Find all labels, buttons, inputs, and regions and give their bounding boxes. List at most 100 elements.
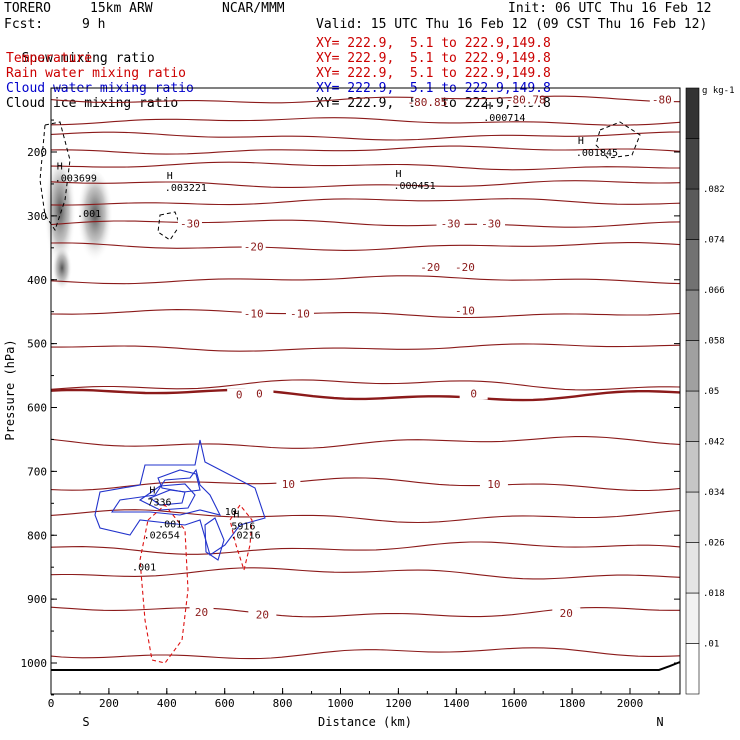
isotherm-extra-bg-12: [511, 93, 540, 106]
high-value-4: .001845: [576, 148, 618, 159]
isotherm-label-0: -80: [652, 94, 672, 107]
isotherm-extra-label-11: -80.85: [407, 96, 447, 109]
x-axis-title: Distance (km): [318, 715, 412, 729]
isotherm-extra-bg-5: [450, 304, 479, 317]
x-tick-label-1400: 1400: [443, 697, 470, 710]
high-value-3: .000714: [483, 113, 525, 124]
y-tick-label-200: 200: [27, 146, 47, 159]
isotherm-extra-bg-0: [436, 217, 465, 230]
high-value-1: .003221: [165, 183, 207, 194]
high-marker-1: H: [167, 171, 173, 182]
cloud-water-contour-4: [157, 469, 201, 493]
high-marker-3: H: [485, 101, 491, 112]
x-tick-label-2000: 2000: [617, 697, 644, 710]
y-tick-label-700: 700: [27, 465, 47, 478]
x-tick-label-800: 800: [273, 697, 293, 710]
colorbar-label-3: .034: [703, 488, 725, 498]
cloud-water-contour-3: [148, 489, 186, 506]
high-value-5: 7336: [147, 497, 171, 508]
colorbar-swatch-4: [685, 441, 700, 493]
isotherm-extra-label-0: -30: [441, 218, 461, 231]
isotherm-line-13: [50, 388, 681, 402]
colorbar-swatch-11: [685, 87, 700, 139]
contour-value-0: .001: [77, 209, 101, 220]
high-marker-6: H: [233, 510, 239, 521]
y-tick-label-400: 400: [27, 274, 47, 287]
colorbar-label-5: .05: [703, 387, 719, 397]
init-time: Init: 06 UTC Thu 16 Feb 12: [508, 1, 712, 16]
y-axis-title: Pressure (hPa): [3, 339, 17, 440]
rain-contour-1: [229, 504, 253, 573]
forecast-hour: 9 h: [82, 17, 106, 32]
isotherm-line-11: [51, 343, 681, 352]
isotherm-extra-label-12: -80.78: [506, 94, 546, 107]
isotherm-label-bg-15: [276, 478, 301, 491]
legend-rain: Rain water mixing ratio: [6, 66, 187, 81]
isotherm-label-bg-7: [177, 217, 202, 230]
isotherm-line-7: [50, 219, 681, 228]
isotherm-extra-bg-10: [552, 607, 581, 620]
organization: NCAR/MMM: [222, 1, 285, 16]
legend-xy-rain: XY= 222.9, 5.1 to 222.9,149.8: [316, 66, 551, 81]
colorbar-swatch-8: [685, 239, 700, 291]
isotherm-label-bg-8: [241, 240, 266, 253]
colorbar-label-0: .01: [703, 640, 719, 650]
colorbar-label-7: .066: [703, 286, 725, 296]
isotherm-extra-label-9: 20: [256, 608, 269, 621]
isotherm-line-5: [50, 180, 681, 188]
colorbar-label-1: .018: [703, 589, 725, 599]
colorbar-unit: g kg-1: [702, 86, 735, 96]
hydrometeor-contours: [39, 121, 641, 664]
x-tick-label-0: 0: [48, 697, 55, 710]
ice-contour-1: [157, 211, 181, 241]
model-resolution: 15km ARW: [90, 1, 153, 16]
isotherm-extra-label-4: -10: [290, 308, 310, 321]
high-value-6: 5916: [231, 522, 255, 533]
legend-snow-label: Snow mixing ratio: [21, 51, 155, 66]
colorbar-swatch-10: [685, 138, 700, 190]
isotherm-label-bg-10: [241, 307, 266, 320]
x-tick-label-200: 200: [99, 697, 119, 710]
high-value-0: .003699: [55, 174, 97, 185]
isotherm-line-20: [50, 647, 681, 660]
x-tick-label-400: 400: [157, 697, 177, 710]
ice-contour-0: [39, 121, 71, 232]
contour-value-1: .001: [158, 520, 182, 531]
isotherm-line-8: [50, 242, 681, 251]
isotherm-extra-label-7: 0: [470, 387, 477, 400]
isotherm-label-bg-13: [227, 388, 252, 401]
isotherm-extra-bg-9: [248, 608, 277, 621]
isotherm-line-6: [50, 198, 681, 206]
colorbar-swatch-1: [685, 592, 700, 644]
high-marker-0: H: [57, 162, 63, 173]
y-tick-label-900: 900: [27, 593, 47, 606]
contour-value-3: .0216: [230, 530, 260, 541]
isotherm-extra-bg-11: [413, 96, 442, 109]
isotherm-label-13: 0: [236, 389, 243, 402]
isotherm-line-14: [50, 436, 681, 449]
plot-border: [50, 87, 681, 695]
colorbar-swatch-3: [685, 491, 700, 543]
isotherm-line-4: [50, 161, 680, 171]
isotherm-line-0: [50, 95, 681, 104]
north-label: N: [656, 715, 663, 729]
terrain-surface: [51, 661, 681, 671]
colorbar-swatch-9: [685, 188, 700, 240]
y-tick-label-1000: 1000: [21, 657, 48, 670]
model-name: TORERO: [4, 1, 51, 16]
colorbar-swatch-6: [685, 340, 700, 392]
isotherm-extra-label-3: -20: [455, 261, 475, 274]
colorbar-label-9: .082: [703, 185, 725, 195]
x-tick-label-1200: 1200: [385, 697, 412, 710]
colorbar-swatch-7: [685, 289, 700, 341]
x-tick-label-1000: 1000: [327, 697, 354, 710]
isotherm-line-12: [50, 379, 681, 391]
colorbar-swatch-2: [685, 542, 700, 594]
valid-time: Valid: 15 UTC Thu 16 Feb 12 (09 CST Thu …: [316, 17, 708, 32]
ice-contour-2: [595, 121, 641, 159]
colorbar: .01 .018 .026 .034 .042 .05 .058 .066 .074 .082 g …: [685, 86, 735, 695]
isotherm-extra-bg-8: [479, 478, 508, 491]
